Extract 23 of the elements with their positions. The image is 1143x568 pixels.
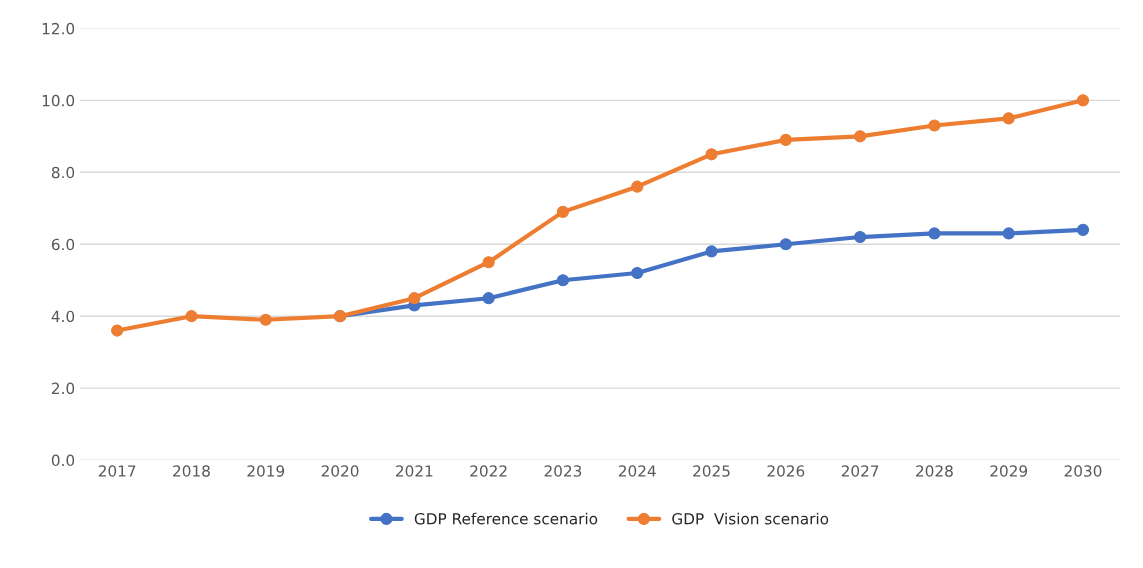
y-tick-label: 6.0	[51, 238, 75, 251]
x-tick-label: 2020	[321, 465, 359, 477]
legend-label: GDP Vision scenario	[672, 512, 829, 525]
x-tick-label: 2029	[990, 465, 1028, 477]
legend-label: GDP Reference scenario	[414, 512, 598, 525]
x-tick-label: 2030	[1064, 465, 1102, 477]
x-tick-label: 2028	[916, 465, 953, 477]
x-tick-label: 2027	[841, 465, 879, 477]
x-tick-label: 2018	[173, 465, 210, 477]
y-tick-label: 2.0	[51, 382, 75, 395]
x-tick-label: 2017	[98, 465, 136, 477]
x-tick-label: 2023	[544, 465, 582, 477]
y-tick-label: 0.0	[51, 454, 75, 467]
x-tick-label: 2022	[470, 465, 507, 477]
x-tick-label: 2019	[247, 465, 285, 477]
x-tick-label: 2021	[396, 465, 433, 477]
y-tick-label: 8.0	[51, 166, 75, 179]
x-tick-label: 2024	[618, 465, 656, 477]
y-tick-label: 4.0	[51, 310, 75, 323]
y-tick-label: 10.0	[42, 94, 75, 107]
x-tick-label: 2025	[693, 465, 730, 477]
x-tick-label: 2026	[767, 465, 805, 477]
y-tick-label: 12.0	[42, 22, 75, 35]
